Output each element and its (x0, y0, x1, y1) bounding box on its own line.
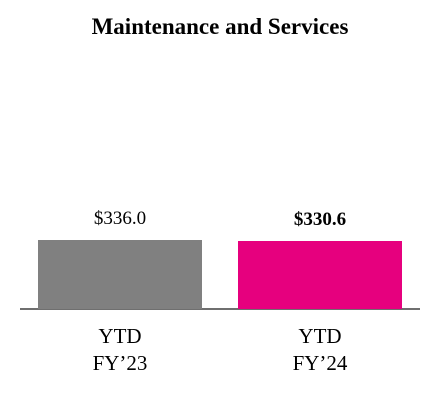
chart-title: Maintenance and Services (91, 14, 349, 39)
bar (238, 241, 402, 309)
bar (38, 240, 202, 309)
x-tick-label: YTD FY’24 (292, 324, 348, 375)
x-tick-label: YTD FY’23 (92, 324, 148, 375)
baseline (20, 308, 420, 310)
value-label: $336.0 (93, 208, 147, 230)
value-label: $330.6 (293, 209, 347, 231)
